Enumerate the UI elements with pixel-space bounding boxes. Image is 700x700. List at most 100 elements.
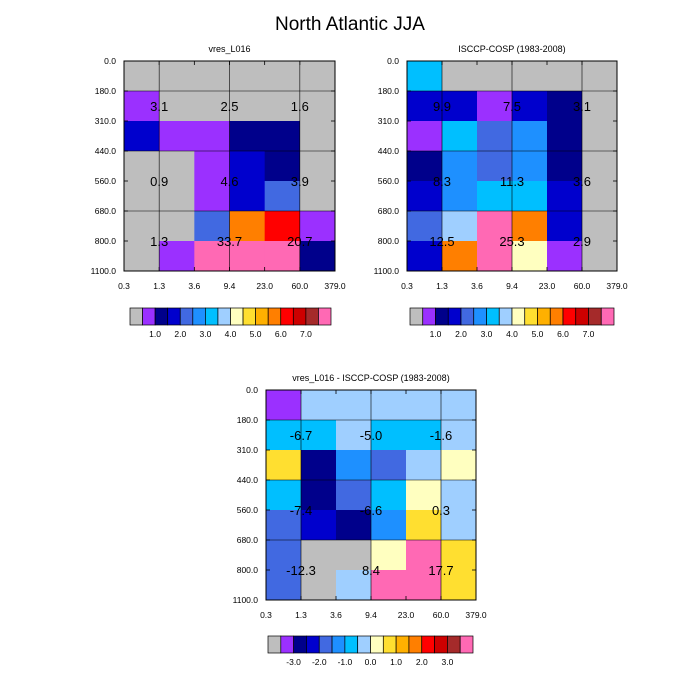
colorbar-swatch [280, 307, 294, 326]
heatmap-cell [336, 570, 372, 601]
heatmap-cell [229, 121, 266, 152]
colorbar-swatch [408, 635, 423, 654]
colorbar-swatch [575, 307, 589, 326]
colorbar-swatch [306, 635, 320, 654]
heatmap-cell [299, 211, 336, 242]
x-tick-label: 1.3 [436, 281, 448, 291]
cell-value-label: 7.5 [503, 99, 521, 114]
colorbar-swatch [537, 307, 551, 326]
cell-value-label: 25.3 [499, 234, 524, 249]
x-tick-label: 3.6 [188, 281, 200, 291]
colorbar-swatch [292, 307, 307, 326]
y-tick-label: 680.0 [95, 206, 117, 216]
heatmap-cell [299, 121, 336, 152]
heatmap-cell [582, 121, 618, 152]
colorbar-label: 5.0 [250, 329, 262, 339]
colorbar-label: 5.0 [532, 329, 544, 339]
colorbar-swatch [293, 635, 307, 654]
heatmap-cell [442, 61, 478, 92]
cell-value-label: 1.3 [150, 234, 168, 249]
colorbar-label: 3.0 [199, 329, 211, 339]
heatmap-cell [547, 61, 583, 92]
heatmap-cell [407, 151, 443, 182]
heatmap-cell [477, 121, 513, 152]
heatmap-panel-2: ISCCP-COSP (1983-2008) 0.3 1.3 3.6 9.4 23.0 60… [374, 44, 628, 291]
colorbar-swatch [255, 307, 269, 326]
heatmap-cell [406, 450, 442, 481]
cell-value-label: -6.7 [290, 428, 312, 443]
heatmap-cell [442, 91, 478, 122]
heatmap-cell [124, 61, 160, 92]
heatmap-cell [407, 181, 443, 212]
cell-value-label: 12.5 [429, 234, 454, 249]
heatmap-cell [406, 570, 442, 601]
y-tick-label: 310.0 [237, 445, 259, 455]
heatmap-cell [547, 91, 583, 122]
heatmap-cell [229, 241, 266, 272]
heatmap-cell [371, 540, 407, 571]
heatmap-cell [406, 420, 442, 451]
heatmap-cell [406, 390, 442, 421]
cell-value-label: -7.4 [290, 503, 312, 518]
colorbar-swatch [434, 635, 448, 654]
heatmap-cell [299, 91, 336, 122]
colorbar-swatch [460, 307, 475, 326]
heatmap-cell [512, 151, 548, 182]
heatmap-cell [582, 151, 618, 182]
colorbar-label: 6.0 [557, 329, 569, 339]
heatmap-cell [194, 61, 230, 92]
heatmap-cell [194, 211, 230, 242]
colorbar-swatch [562, 307, 577, 326]
heatmap-cell [266, 390, 302, 421]
colorbar-label: -2.0 [312, 657, 327, 667]
heatmap-cell [442, 121, 478, 152]
y-tick-label: 440.0 [237, 475, 259, 485]
heatmap-cell [407, 91, 443, 122]
heatmap-cell [194, 91, 230, 122]
cell-value-label: 8.3 [433, 174, 451, 189]
heatmap-cell [299, 181, 336, 212]
colorbar-swatch [498, 307, 513, 326]
heatmap-cell [336, 510, 372, 541]
colorbar-swatch [459, 635, 474, 654]
colorbar-swatch [205, 307, 219, 326]
figure-title: North Atlantic JJA [275, 14, 425, 35]
colorbar-swatch [447, 307, 462, 326]
colorbar-swatch [344, 635, 359, 654]
heatmap-panel-3: vres_L016 - ISCCP-COSP (1983-2008) 0.3 1.3… [233, 373, 487, 620]
x-tick-label: 9.4 [224, 281, 236, 291]
colorbar-swatch [179, 307, 194, 326]
y-tick-label: 310.0 [378, 116, 400, 126]
colorbar-swatch [318, 635, 333, 654]
heatmap-cell [266, 540, 302, 571]
colorbar-swatch [154, 307, 169, 326]
heatmap-cell [124, 121, 160, 152]
colorbar-swatch [192, 307, 206, 326]
panel-title: vres_L016 - ISCCP-COSP (1983-2008) [292, 373, 449, 383]
x-tick-label: 23.0 [256, 281, 273, 291]
colorbar-swatch [331, 635, 346, 654]
heatmap-cell [477, 241, 513, 272]
heatmap-cell [336, 450, 372, 481]
heatmap-cell [301, 450, 337, 481]
heatmap-cell [336, 390, 372, 421]
heatmap-cell [441, 510, 477, 541]
colorbar-swatch [318, 307, 332, 326]
heatmap-cell [582, 91, 618, 122]
heatmap-cell [229, 181, 266, 212]
x-tick-label: 23.0 [539, 281, 556, 291]
heatmap-cell [266, 420, 302, 451]
heatmap-cell [512, 91, 548, 122]
colorbar-label: 3.0 [481, 329, 493, 339]
heatmap-cell [512, 121, 548, 152]
heatmap-cell [582, 241, 618, 272]
heatmap-cell [266, 510, 302, 541]
colorbar-swatch [588, 307, 602, 326]
heatmap-cell [301, 540, 337, 571]
y-tick-label: 680.0 [378, 206, 400, 216]
heatmap-cell [371, 450, 407, 481]
heatmap-cell [512, 241, 548, 272]
x-tick-label: 1.3 [153, 281, 165, 291]
heatmap-cell [301, 420, 337, 451]
heatmap-cell [124, 181, 160, 212]
